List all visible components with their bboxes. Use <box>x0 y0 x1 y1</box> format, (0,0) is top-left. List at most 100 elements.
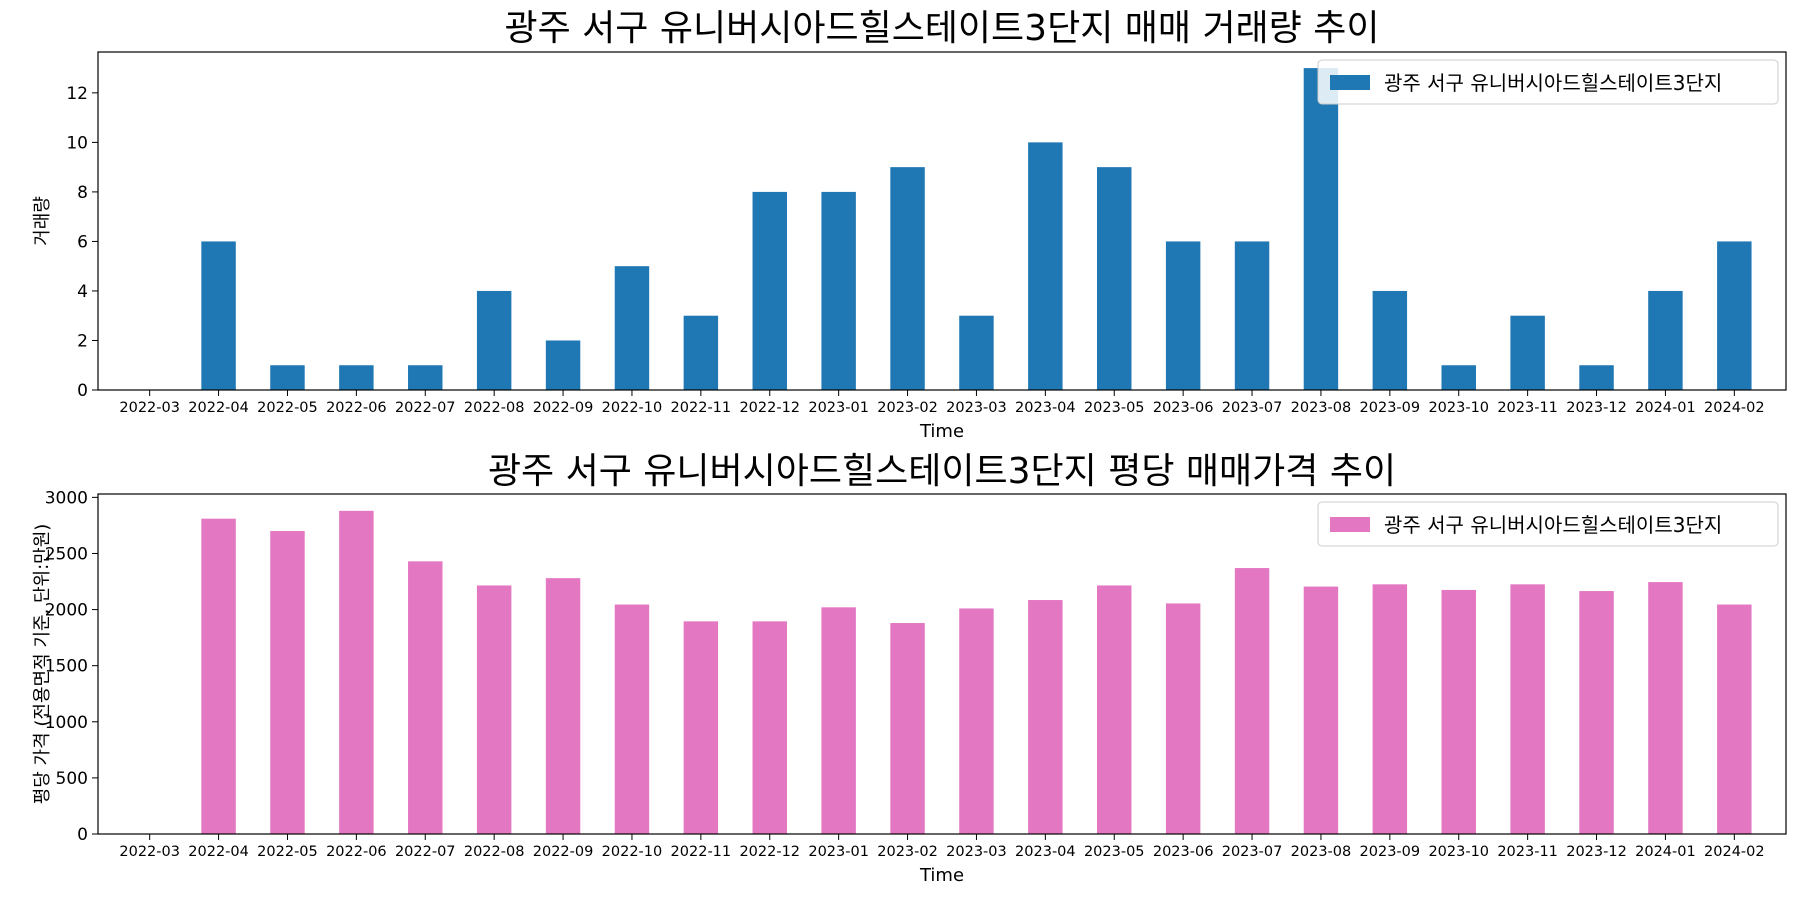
chart-1-ytick-label: 0 <box>77 381 88 401</box>
chart-1-xtick-label: 2022-07 <box>395 400 456 416</box>
chart-1-bar-2023-04 <box>1028 142 1063 390</box>
chart-2-xtick-label: 2022-08 <box>464 844 525 860</box>
chart-2-bar-2023-10 <box>1441 589 1476 834</box>
chart-2-bar-2023-09 <box>1372 584 1408 834</box>
chart-2-bar-2022-11 <box>683 621 719 834</box>
chart-1-bar-2022-07 <box>408 365 443 390</box>
chart-2-ytick-label: 2500 <box>45 544 88 564</box>
chart-1-legend-label: 광주 서구 유니버시아드힐스테이트3단지 <box>1384 71 1722 95</box>
chart-1-legend <box>1317 59 1779 105</box>
chart-1-xtick-label: 2023-07 <box>1222 400 1283 416</box>
chart-2-xtick-label: 2023-02 <box>877 844 938 860</box>
chart-1-xtick-label: 2022-09 <box>533 400 594 416</box>
chart-1-bar-2022-08 <box>476 290 512 390</box>
chart-2-bar-2024-01 <box>1648 582 1683 834</box>
chart-1-xtick-label: 2022-11 <box>671 400 732 416</box>
chart-2-bar-2022-12 <box>752 621 787 834</box>
chart-1-xtick-label: 2022-05 <box>257 400 318 416</box>
chart-1-ytick-label: 6 <box>77 232 88 252</box>
chart-1-xtick-label: 2024-01 <box>1635 400 1696 416</box>
chart-2-ytick-label: 1000 <box>45 713 88 733</box>
chart-2-bar-2022-10 <box>614 604 650 834</box>
chart-1-xtick-label: 2022-12 <box>739 400 800 416</box>
chart-2-bar-2023-07 <box>1234 568 1270 834</box>
chart-1-xtick-label: 2024-02 <box>1704 400 1765 416</box>
chart-2-xtick-label: 2022-04 <box>188 844 249 860</box>
chart-1-xtick-label: 2022-03 <box>119 400 180 416</box>
chart-2-bar-2022-06 <box>339 510 374 834</box>
chart-2-xtick-label: 2023-04 <box>1015 844 1076 860</box>
chart-1-ytick-label: 8 <box>77 183 88 203</box>
chart-2-xtick-label: 2022-12 <box>739 844 800 860</box>
chart-2-xtick-label: 2022-03 <box>119 844 180 860</box>
chart-1-xtick-label: 2023-03 <box>946 400 1007 416</box>
chart-1-xtick-label: 2023-09 <box>1360 400 1421 416</box>
chart-1-xtick-label: 2022-08 <box>464 400 525 416</box>
chart-1-title: 광주 서구 유니버시아드힐스테이트3단지 매매 거래량 추이 <box>504 8 1379 49</box>
chart-2-bar-2023-03 <box>959 608 994 834</box>
chart-1-plot-frame <box>97 51 1787 391</box>
chart-2-bar-2023-06 <box>1165 603 1201 834</box>
chart-1-bar-2022-06 <box>339 365 374 390</box>
chart-2-bar-2023-05 <box>1097 585 1132 834</box>
chart-2-bar-2023-04 <box>1028 600 1063 834</box>
chart-1-xtick-label: 2023-08 <box>1291 400 1352 416</box>
chart-2-bar-2023-11 <box>1510 584 1545 834</box>
chart-2-bar-2023-02 <box>890 623 925 834</box>
chart-1-bar-2023-01 <box>821 191 856 390</box>
chart-1-xtick-label: 2023-01 <box>808 400 869 416</box>
chart-2-bar-2022-04 <box>201 518 236 834</box>
chart-2-xtick-label: 2022-10 <box>602 844 663 860</box>
chart-1-bar-2023-05 <box>1097 167 1132 390</box>
chart-1-xtick-label: 2023-02 <box>877 400 938 416</box>
chart-1-bar-2022-09 <box>545 340 581 390</box>
chart-1-bar-2023-09 <box>1372 290 1408 390</box>
chart-2-xtick-label: 2023-06 <box>1153 844 1214 860</box>
chart-2-legend-swatch <box>1330 517 1370 532</box>
chart-1-ytick-label: 12 <box>66 84 88 104</box>
chart-1-xtick-label: 2023-10 <box>1428 400 1489 416</box>
chart-2-xtick-label: 2022-11 <box>671 844 732 860</box>
chart-1-bar-2023-02 <box>890 167 925 390</box>
chart-2-xtick-label: 2022-09 <box>533 844 594 860</box>
chart-1-xtick-label: 2023-12 <box>1566 400 1627 416</box>
chart-1-bar-2022-04 <box>201 241 236 390</box>
chart-2-title: 광주 서구 유니버시아드힐스테이트3단지 평당 매매가격 추이 <box>488 451 1396 492</box>
chart-2-ylabel: 평당 가격 (전용면적 기준, 단위:만원) <box>32 524 53 805</box>
chart-1-bar-2022-10 <box>614 266 650 390</box>
chart-1-ytick-label: 2 <box>77 331 88 351</box>
chart-1-xtick-label: 2023-11 <box>1497 400 1558 416</box>
chart-1-bar-2023-06 <box>1165 241 1201 390</box>
chart-2-ytick-label: 0 <box>77 825 88 845</box>
chart-2-bar-2023-12 <box>1579 591 1614 834</box>
chart-2-bar-2023-01 <box>821 607 856 834</box>
chart-1-legend-swatch <box>1330 75 1370 90</box>
chart-2-ytick-label: 3000 <box>45 488 88 508</box>
chart-1-bar-2023-10 <box>1441 365 1476 390</box>
chart-1-bar-2023-11 <box>1510 315 1545 390</box>
chart-1-xtick-label: 2022-10 <box>602 400 663 416</box>
chart-1-bar-2023-12 <box>1579 365 1614 390</box>
chart-1-bar-2024-02 <box>1717 241 1752 390</box>
chart-1-xtick-label: 2022-06 <box>326 400 387 416</box>
chart-1-xlabel: Time <box>919 421 964 442</box>
chart-2-xtick-label: 2023-01 <box>808 844 869 860</box>
chart-1-xtick-label: 2023-06 <box>1153 400 1214 416</box>
chart-1-xtick-label: 2022-04 <box>188 400 249 416</box>
chart-2-legend <box>1317 501 1779 547</box>
chart-2-xtick-label: 2023-05 <box>1084 844 1145 860</box>
chart-2-bar-2022-09 <box>545 578 581 834</box>
chart-2-xtick-label: 2023-03 <box>946 844 1007 860</box>
chart-2-bar-2023-08 <box>1303 586 1339 834</box>
chart-1-bar-2023-08 <box>1303 68 1339 390</box>
chart-2-ytick-label: 2000 <box>45 601 88 621</box>
chart-1-bar-2023-07 <box>1234 241 1270 390</box>
chart-1-bar-2022-11 <box>683 315 719 390</box>
chart-2-plot-frame <box>97 493 1787 835</box>
chart-2-ytick-label: 500 <box>56 769 88 789</box>
chart-2-bar-2022-05 <box>270 531 305 834</box>
chart-2-xtick-label: 2024-02 <box>1704 844 1765 860</box>
chart-2-xtick-label: 2023-09 <box>1360 844 1421 860</box>
chart-2-xtick-label: 2023-10 <box>1428 844 1489 860</box>
